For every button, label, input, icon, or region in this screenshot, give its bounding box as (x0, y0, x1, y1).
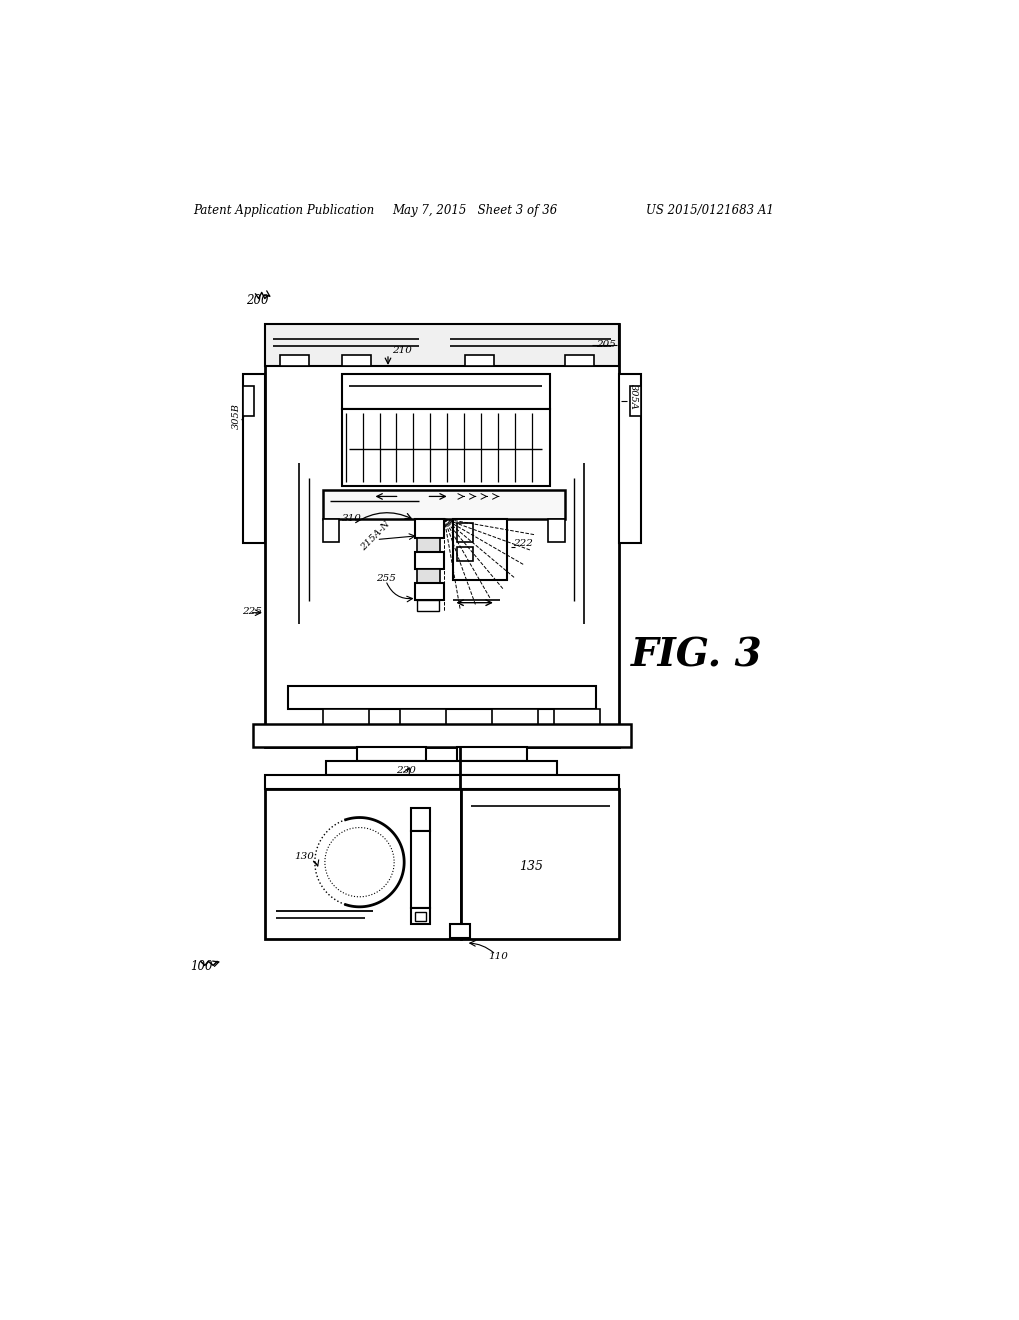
Text: 230: 230 (395, 766, 415, 775)
Text: 135: 135 (519, 859, 542, 873)
Bar (461, 789, 619, 940)
Text: 310: 310 (341, 515, 362, 523)
Text: May 7, 2015   Sheet 3 of 36: May 7, 2015 Sheet 3 of 36 (391, 205, 556, 218)
Text: 305A: 305A (629, 384, 638, 411)
Bar (243, 374, 265, 544)
Text: 110: 110 (488, 952, 507, 961)
Bar (341, 409, 549, 486)
Bar (253, 725, 630, 747)
Bar (265, 789, 461, 940)
Text: US 2015/0121683 A1: US 2015/0121683 A1 (645, 205, 773, 218)
Bar (411, 832, 430, 908)
Text: 215A-N: 215A-N (359, 519, 392, 552)
Bar (553, 709, 599, 726)
Bar (411, 908, 430, 924)
Bar (547, 519, 565, 543)
Text: 130: 130 (293, 853, 314, 861)
Text: 200: 200 (246, 294, 268, 308)
Text: Patent Application Publication: Patent Application Publication (193, 205, 374, 218)
Text: 255: 255 (376, 574, 396, 582)
Bar (287, 686, 595, 709)
Bar (411, 808, 430, 832)
Bar (457, 747, 526, 762)
Bar (450, 924, 470, 937)
Bar (417, 539, 440, 552)
Bar (417, 569, 440, 582)
Bar (265, 323, 619, 367)
Bar (417, 599, 438, 611)
Bar (629, 385, 640, 416)
Bar (399, 709, 445, 726)
Bar (457, 523, 472, 543)
Bar (341, 374, 549, 409)
Text: 222: 222 (513, 539, 533, 548)
Bar (265, 775, 619, 789)
Bar (565, 355, 594, 367)
Bar (243, 385, 254, 416)
Text: 210: 210 (391, 346, 412, 355)
Bar (491, 709, 538, 726)
Bar (415, 552, 444, 569)
Text: 100: 100 (190, 961, 212, 973)
Bar (457, 548, 472, 561)
Text: 305B: 305B (231, 404, 240, 429)
Bar (265, 323, 619, 747)
Bar (453, 519, 506, 581)
Text: 225: 225 (242, 607, 261, 615)
Bar (619, 374, 640, 544)
Bar (280, 355, 309, 367)
Bar (465, 355, 494, 367)
Bar (322, 490, 565, 519)
Bar (415, 519, 444, 539)
Bar (415, 582, 444, 599)
Text: FIG. 3: FIG. 3 (630, 636, 761, 675)
Bar (326, 762, 556, 775)
Bar (415, 912, 426, 921)
Bar (341, 355, 371, 367)
Bar (322, 709, 369, 726)
Text: 205: 205 (595, 341, 615, 350)
Bar (357, 747, 426, 762)
Bar (322, 519, 339, 543)
